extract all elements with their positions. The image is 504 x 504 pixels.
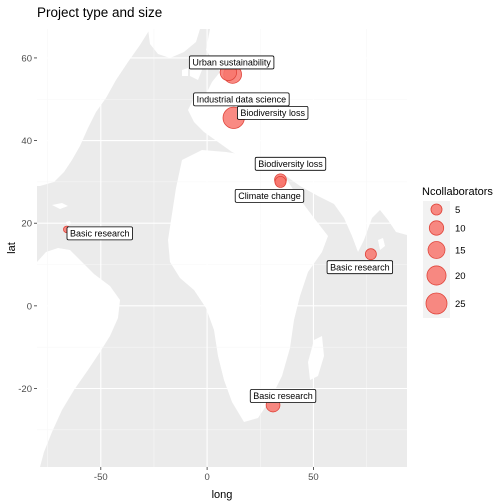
legend-label: 15 <box>455 246 466 257</box>
x-axis: -50 0 50 <box>94 467 319 483</box>
label-text: Basic research <box>330 262 390 272</box>
label-text: Urban sustainability <box>192 58 271 68</box>
legend-point <box>425 292 448 315</box>
point-label: Climate change <box>234 188 305 203</box>
chart-title: Project type and size <box>37 5 162 20</box>
legend-label: 25 <box>455 299 466 310</box>
point-labels: Urban sustainability Industrial data scie… <box>66 55 394 403</box>
label-box <box>234 188 305 203</box>
x-tick-label: -50 <box>94 472 108 483</box>
label-text: Industrial data science <box>197 95 287 105</box>
y-axis-title: lat <box>6 242 18 254</box>
y-tick-label: 60 <box>21 53 32 64</box>
label-text: Basic research <box>70 229 130 239</box>
label-text: Climate change <box>238 191 301 201</box>
greenland-land <box>148 29 200 58</box>
legend-label: 10 <box>455 224 466 235</box>
africa-land <box>168 150 328 422</box>
y-tick-label: 0 <box>27 301 32 312</box>
point-label: Biodiversity loss <box>237 105 309 120</box>
label-text: Basic research <box>253 391 313 401</box>
x-tick-label: 50 <box>308 472 319 483</box>
x-tick-label: 0 <box>204 472 209 483</box>
y-tick-label: 40 <box>21 136 32 147</box>
point-label: Industrial data science <box>193 92 290 107</box>
data-point <box>274 175 287 188</box>
y-tick-label: -20 <box>18 384 32 395</box>
point-label: Basic research <box>66 226 133 241</box>
legend-label: 5 <box>455 205 460 216</box>
legend-title: Ncollaborators <box>422 186 493 198</box>
sri-lanka-land <box>378 238 385 250</box>
legend-point <box>426 265 447 286</box>
y-tick-label: 20 <box>21 219 32 230</box>
legend-point <box>427 241 446 259</box>
label-box <box>188 55 275 70</box>
label-box <box>249 389 317 403</box>
point-label: Basic research <box>249 389 317 403</box>
label-text: Biodiversity loss <box>240 108 305 118</box>
label-box <box>237 105 309 120</box>
x-axis-title: long <box>212 489 233 501</box>
label-box <box>193 92 290 107</box>
north-america-land <box>37 29 150 186</box>
legend-label: 20 <box>455 271 466 282</box>
data-point <box>364 248 377 261</box>
label-text: Biodiversity loss <box>258 159 323 169</box>
label-box <box>66 226 133 241</box>
point-label: Basic research <box>326 260 394 275</box>
legend-point <box>430 203 443 216</box>
size-legend: Ncollaborators 5 10 15 20 25 <box>422 186 493 318</box>
legend-point <box>428 220 445 236</box>
plot-panel: Urban sustainability Industrial data scie… <box>37 29 407 467</box>
label-box <box>254 156 327 171</box>
y-axis: -20 0 20 40 60 <box>18 53 37 395</box>
label-box <box>326 260 394 275</box>
point-label: Urban sustainability <box>188 55 275 70</box>
point-label: Biodiversity loss <box>254 156 327 171</box>
major-gridlines <box>37 29 407 467</box>
south-america-land <box>37 248 120 467</box>
